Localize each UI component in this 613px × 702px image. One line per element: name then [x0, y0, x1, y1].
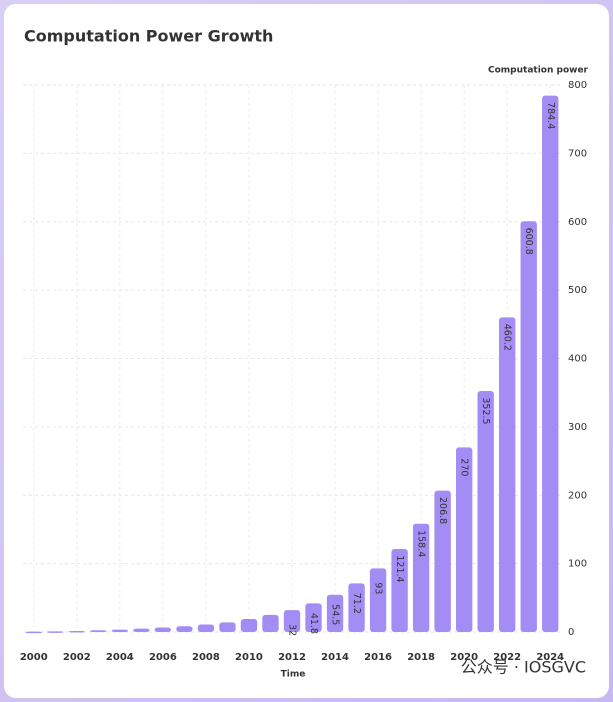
bar [348, 583, 365, 632]
bar [455, 447, 473, 632]
y-tick-label: 200 [568, 490, 587, 501]
bar [219, 622, 236, 632]
bar [154, 627, 172, 632]
x-tick-label: 2008 [192, 652, 220, 663]
x-tick-label: 2012 [278, 652, 306, 663]
value-label: 54.5 [330, 604, 341, 625]
value-label: 93 [373, 582, 384, 594]
value-label: 784.4 [545, 102, 556, 129]
bar [434, 490, 451, 632]
bar [520, 221, 537, 632]
value-label: 600.8 [523, 228, 534, 255]
watermark: 公众号 · IOSGVC [461, 658, 586, 677]
bar [369, 568, 387, 632]
chart-title: Computation Power Growth [24, 27, 273, 46]
x-tick-label: 2018 [407, 652, 435, 663]
bar [412, 523, 430, 632]
value-label: 352.5 [480, 397, 491, 424]
bar [542, 95, 559, 632]
bar [391, 548, 408, 632]
y-tick-label: 0 [568, 627, 574, 638]
bar [240, 619, 258, 632]
y-tick-label: 700 [568, 148, 587, 159]
bar [262, 614, 279, 632]
y-tick-label: 500 [568, 285, 587, 296]
x-tick-label: 2022 [493, 652, 521, 663]
x-tick-label: 2010 [235, 652, 263, 663]
y-tick-label: 400 [568, 354, 587, 365]
value-label: 206.8 [437, 497, 448, 524]
value-label: 158.4 [416, 530, 427, 557]
bar [305, 603, 322, 632]
bar [133, 628, 150, 632]
x-tick-label: 2024 [536, 652, 564, 663]
y-tick-label: 800 [568, 80, 587, 91]
bar [197, 624, 215, 632]
x-tick-label: 2020 [450, 652, 478, 663]
x-axis-title: Time [281, 670, 306, 680]
x-tick-label: 2006 [149, 652, 177, 663]
x-tick-label: 2000 [20, 652, 48, 663]
x-tick-label: 2004 [106, 652, 134, 663]
bar [25, 631, 42, 634]
bar [68, 630, 85, 633]
x-tick-label: 2014 [321, 652, 349, 663]
value-label: 460.2 [502, 324, 513, 351]
y-tick-label: 300 [568, 422, 587, 433]
value-label: 121.4 [394, 555, 405, 582]
bar [499, 317, 516, 632]
bar [283, 610, 301, 632]
value-label: 270 [459, 458, 470, 476]
bar [90, 630, 107, 632]
bar [111, 629, 129, 632]
bar [326, 594, 344, 632]
bar [47, 631, 64, 633]
bar [477, 390, 494, 632]
x-tick-label: 2002 [63, 652, 91, 663]
y-tick-label: 100 [568, 559, 587, 570]
bar [176, 626, 193, 632]
y-axis-title: Computation power [488, 66, 589, 76]
value-label: 32 [287, 624, 298, 636]
value-label: 71.2 [351, 593, 362, 614]
value-label: 41.8 [308, 613, 319, 634]
y-tick-label: 600 [568, 217, 587, 228]
x-tick-label: 2016 [364, 652, 392, 663]
